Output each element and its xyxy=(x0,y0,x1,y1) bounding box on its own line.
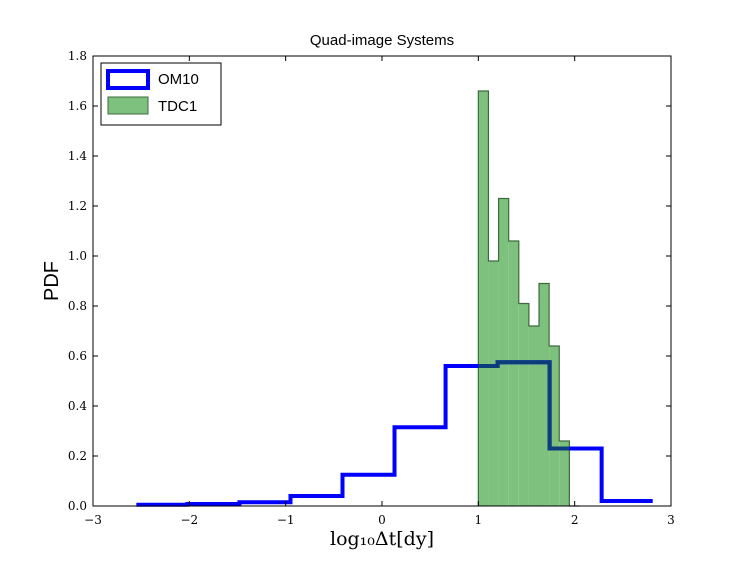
y-tick-label: 0.2 xyxy=(68,449,87,463)
tdc1-bar xyxy=(488,261,499,506)
x-tick-label: 3 xyxy=(667,513,675,527)
tdc1-bars xyxy=(477,90,580,507)
tdc1-bar xyxy=(518,303,529,506)
x-tick-label: 0 xyxy=(378,513,386,527)
tdc1-bar xyxy=(528,326,540,506)
x-tick-label: 1 xyxy=(475,513,483,527)
y-tick-label: 0.4 xyxy=(68,399,87,413)
ticks: −3 −2 −1 0 1 2 3 0.0 0.2 0.4 0.6 0.8 1.0 1.2 1.4 1.6 1.8 xyxy=(68,49,675,527)
tdc1-bar xyxy=(539,283,550,506)
legend-box xyxy=(100,62,222,126)
tdc1-bar xyxy=(549,346,560,506)
y-tick-label: 1.4 xyxy=(68,149,87,163)
x-axis-label: log₁₀Δt[dy] xyxy=(330,528,434,550)
y-axis-label: PDF xyxy=(41,261,63,301)
chart-title: Quad-image Systems xyxy=(310,32,454,49)
y-tick-label: 1.2 xyxy=(68,199,87,213)
y-tick-label: 1.6 xyxy=(68,99,87,113)
tdc1-bar xyxy=(559,441,570,506)
y-tick-label: 1.0 xyxy=(68,249,87,263)
legend-label-tdc1: TDC1 xyxy=(158,98,197,115)
x-tick-label: −3 xyxy=(84,513,102,527)
y-tick-label: 0.8 xyxy=(68,299,87,313)
legend-label-om10: OM10 xyxy=(158,71,199,88)
om10-step-line xyxy=(136,360,653,507)
om10-series xyxy=(136,360,653,507)
x-tick-label: −1 xyxy=(277,513,295,527)
y-tick-label: 0.6 xyxy=(68,349,87,363)
y-tick-label: 1.8 xyxy=(68,49,87,63)
legend-swatch-om10 xyxy=(106,69,150,90)
x-tick-label: −2 xyxy=(180,513,198,527)
legend: OM10 TDC1 xyxy=(100,62,222,126)
om10-overlap-line xyxy=(478,360,570,506)
tdc1-bar xyxy=(478,91,489,506)
tdc1-bar xyxy=(508,241,519,506)
x-tick-label: 2 xyxy=(571,513,579,527)
tdc1-outline xyxy=(477,90,580,507)
y-tick-label: 0.0 xyxy=(68,499,87,513)
legend-swatch-tdc1 xyxy=(107,96,149,115)
tdc1-bar xyxy=(498,198,509,506)
